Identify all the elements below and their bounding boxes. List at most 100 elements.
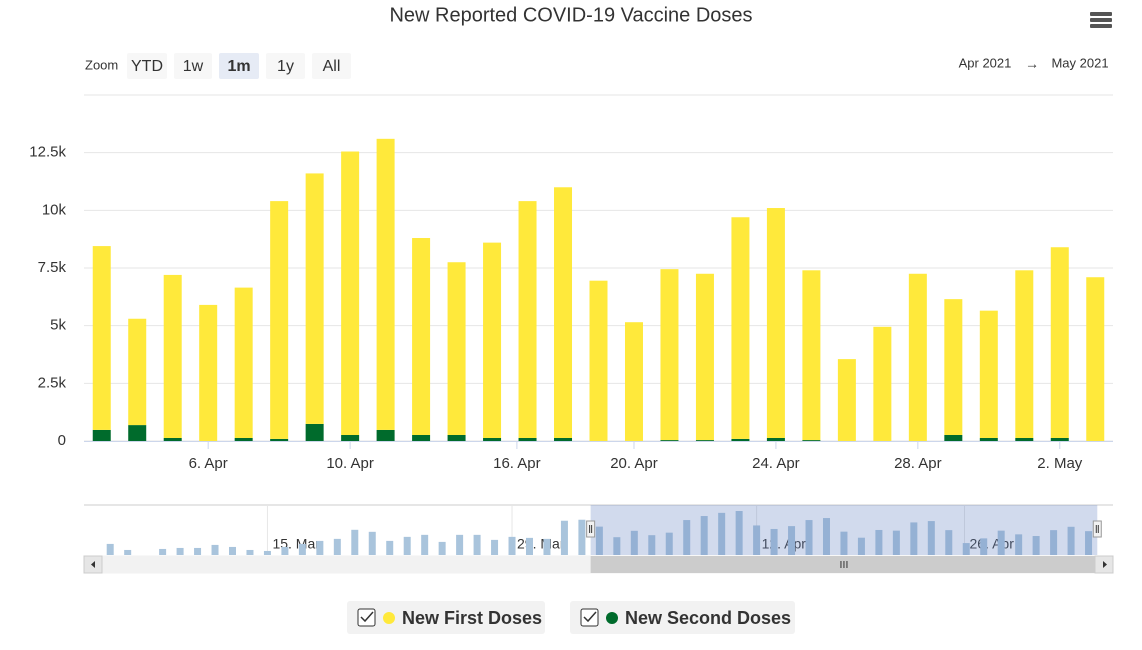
bar [483,242,502,439]
navigator-bar [648,535,656,555]
navigator-bar [1032,536,1040,555]
bar [412,238,431,436]
bar [766,438,785,441]
range-button-label[interactable]: YTD [131,58,163,75]
bar [979,438,998,441]
zoom-label: Zoom [85,57,118,72]
legend-item[interactable]: New First Doses [347,601,545,634]
navigator-bar [788,526,796,555]
bar [1086,277,1105,441]
navigator-bar [543,538,551,555]
navigator-bar [421,534,429,555]
y-tick-label: 0 [58,432,66,449]
navigator-bar [683,520,691,555]
x-tick-label: 16. Apr [493,455,541,472]
navigator-handle[interactable] [1092,520,1102,538]
x-tick-label: 20. Apr [610,455,658,472]
bar [624,322,643,441]
range-button-label[interactable]: All [323,58,341,75]
bar [376,138,395,430]
navigator-bar [1015,534,1023,555]
bar [1050,438,1069,441]
arrow-left [91,561,95,568]
legend-bg[interactable] [570,601,795,634]
y-tick-label: 5k [50,317,66,334]
navigator-bar [263,550,271,555]
chart-title: New Reported COVID-19 Vaccine Doses [389,4,752,26]
bar [163,274,182,439]
bar [873,326,892,441]
navigator-bar [386,540,394,555]
navigator-bar [438,541,446,555]
navigator-tick-label: 29. Mar [517,536,565,552]
scrollbar-grip [840,561,848,568]
navigator-bar [1085,531,1093,555]
bar [731,438,750,441]
range-button-bg[interactable] [312,53,351,79]
bar [483,438,502,441]
navigator-bar [945,530,953,555]
x-tick-label: 6. Apr [189,455,228,472]
bar [92,429,111,441]
range-button-label: 1y [277,58,294,75]
legend-check[interactable] [583,611,597,623]
legend-label[interactable]: New First Doses [402,608,542,628]
navigator-bar [228,546,236,555]
bar [92,246,111,430]
date-from[interactable]: Apr 2021 [959,55,1012,70]
range-button-bg[interactable] [127,53,167,79]
navigator-bar [281,546,289,555]
range-button[interactable]: YTD [127,53,167,79]
range-button[interactable]: 1m [219,53,259,79]
navigator-bar [473,534,481,555]
legend-checkbox[interactable] [580,608,599,627]
menu-button[interactable] [1090,12,1112,28]
x-tick-label: 28. Apr [894,455,942,472]
legend-item[interactable]: New Second Doses [570,601,795,634]
bar [128,318,147,426]
menu-bar[interactable] [1090,18,1112,22]
bar [979,310,998,439]
y-tick-label: 10k [42,201,67,218]
navigator-bar [159,548,167,555]
range-button-bg [266,53,305,79]
navigator-bar [368,531,376,555]
range-button-bg[interactable] [219,53,259,79]
legend-checkbox[interactable] [357,608,376,627]
bar [234,438,253,441]
legend-bg[interactable] [347,601,545,634]
navigator-bar [194,547,202,555]
bar [1015,438,1034,441]
x-tick-label: 10. Apr [326,455,374,472]
date-to[interactable]: May 2021 [1051,55,1108,70]
arrow-right [1103,561,1107,568]
navigator-bar [613,537,621,555]
bar [660,269,679,441]
bar [128,425,147,441]
legend-check[interactable] [360,611,374,623]
navigator-bar [1067,526,1075,555]
navigator-handle[interactable] [586,520,596,538]
bar [305,423,324,441]
legend-symbol[interactable] [606,612,618,624]
menu-bar[interactable] [1090,12,1112,16]
navigator-mask[interactable] [590,505,1098,555]
range-button[interactable]: 1w [174,53,212,79]
menu-bar[interactable] [1090,24,1112,28]
y-tick-label: 12.5k [29,144,66,161]
bar [944,435,963,441]
y-tick-label: 2.5k [38,374,67,391]
legend-label[interactable]: New Second Doses [625,608,791,628]
legend-symbol[interactable] [383,612,395,624]
bar [731,217,750,439]
bar [305,173,324,424]
navigator-bar [980,538,988,555]
range-button-bg[interactable] [174,53,212,79]
range-button-label[interactable]: 1w [183,58,204,75]
navigator-bar [718,512,726,555]
navigator-bar [753,525,761,555]
range-button[interactable]: All [312,53,351,79]
date-arrow: → [1025,56,1039,72]
bar [802,440,821,441]
range-button-label[interactable]: 1m [227,58,250,75]
